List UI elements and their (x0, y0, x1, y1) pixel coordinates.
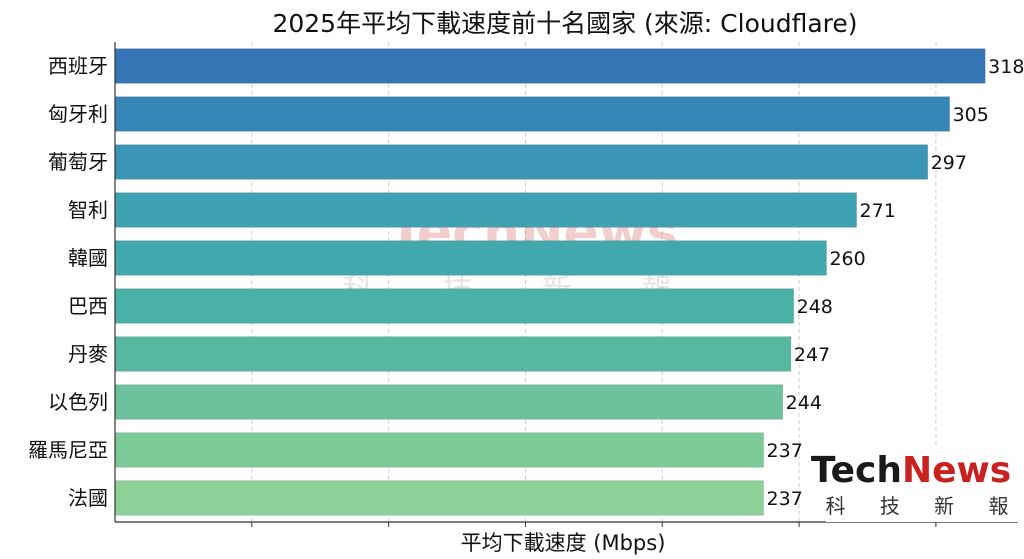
bar (114, 48, 986, 84)
category-label: 韓國 (68, 246, 108, 270)
category-label: 西班牙 (48, 54, 108, 78)
value-label: 248 (797, 296, 833, 318)
watermark-tagline: 科 技 新 報 (825, 494, 1022, 518)
value-label: 244 (786, 392, 822, 414)
category-label: 智利 (68, 198, 108, 222)
bar (114, 384, 784, 420)
bar (114, 144, 929, 180)
bars (114, 48, 986, 516)
category-label: 葡萄牙 (48, 150, 108, 174)
value-label: 260 (829, 248, 865, 270)
bar (114, 288, 795, 324)
value-label: 271 (860, 200, 896, 222)
category-label: 巴西 (68, 294, 108, 318)
category-label: 羅馬尼亞 (28, 438, 108, 462)
value-labels: 318 305 297 271 260 248 247 244 237 237 (767, 56, 1024, 510)
value-label: 247 (794, 344, 830, 366)
watermark-brand-a: Tech (811, 450, 902, 491)
bar (114, 192, 857, 228)
category-label: 以色列 (48, 390, 108, 414)
category-label: 匈牙利 (48, 102, 108, 126)
value-label: 297 (931, 152, 967, 174)
category-label: 丹麥 (68, 342, 108, 366)
category-label: 法國 (68, 486, 108, 510)
watermark-brand-b: News (902, 450, 1011, 491)
value-label: 318 (988, 56, 1024, 78)
chart-title: 2025年平均下載速度前十名國家 (來源: Cloudflare) (272, 9, 857, 38)
bar (114, 240, 827, 276)
bar (114, 432, 764, 468)
bar (114, 480, 764, 516)
watermark-corner: Tech News 科 技 新 報 (811, 448, 1022, 522)
value-label: 237 (767, 488, 803, 510)
bar (114, 96, 950, 132)
value-label: 305 (953, 104, 989, 126)
bar (114, 336, 792, 372)
value-label: 237 (767, 440, 803, 462)
x-axis-label: 平均下載速度 (Mbps) (461, 531, 666, 555)
